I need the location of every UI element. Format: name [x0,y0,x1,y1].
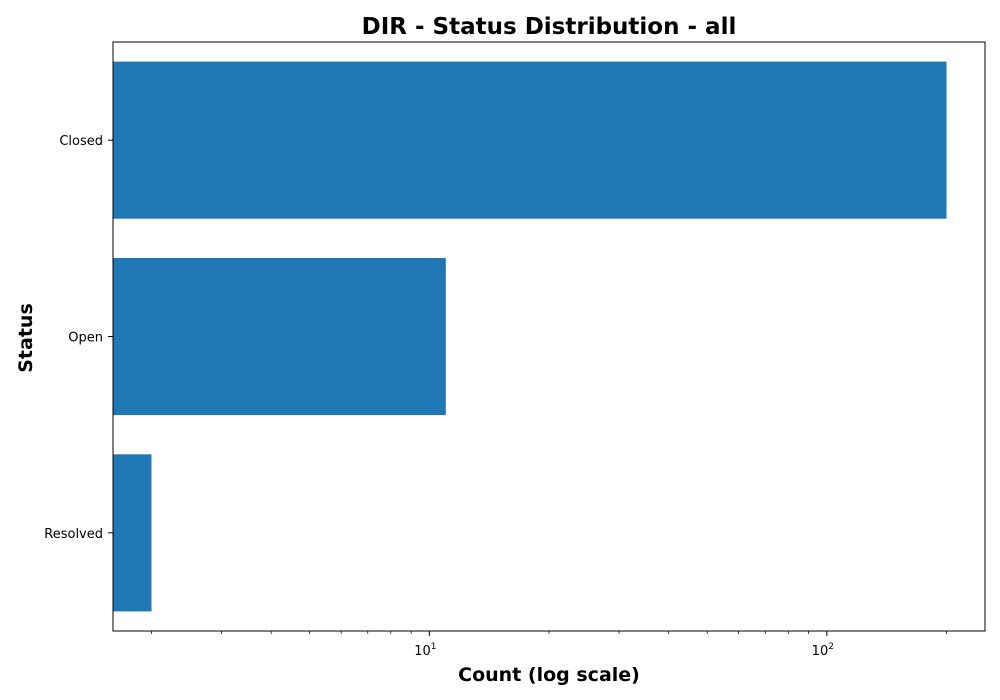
bar-resolved [113,454,152,612]
x-tick-label: 101 [414,642,436,659]
bar-closed [113,61,947,219]
x-ticks-group: 101 102 [151,631,947,659]
chart-title: DIR - Status Distribution - all [362,14,737,40]
plot-frame [112,41,986,632]
bar-open [113,258,446,416]
y-tick-label: Closed [59,134,103,149]
y-tick-label: Resolved [44,527,103,542]
x-axis-label: Count (log scale) [458,664,640,686]
x-tick-label: 102 [812,642,834,659]
y-axis-label: Status [15,303,37,373]
y-ticks-group: Closed Open Resolved [44,134,113,542]
y-tick-label: Open [68,331,103,346]
bars-group [113,61,947,612]
